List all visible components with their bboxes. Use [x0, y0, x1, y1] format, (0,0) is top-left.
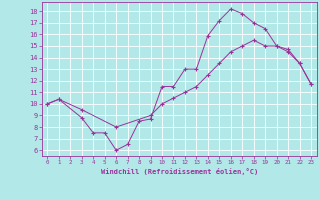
X-axis label: Windchill (Refroidissement éolien,°C): Windchill (Refroidissement éolien,°C)	[100, 168, 258, 175]
